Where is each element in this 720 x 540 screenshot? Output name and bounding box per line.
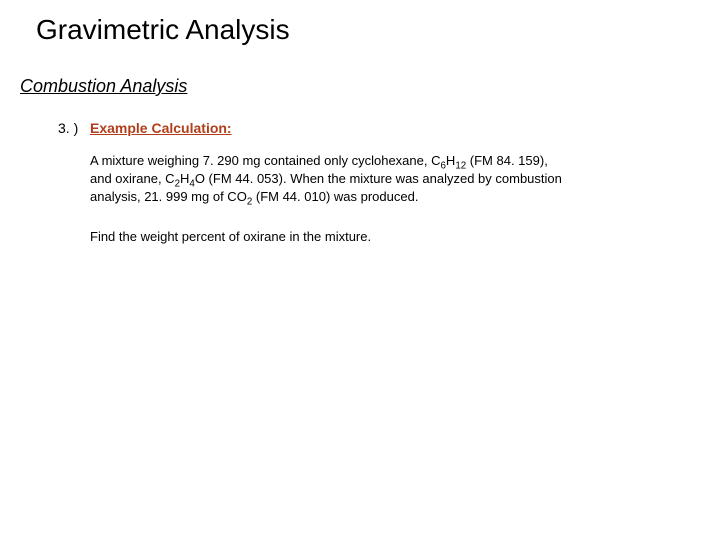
subscript: 12	[455, 161, 466, 172]
question-statement: Find the weight percent of oxirane in th…	[90, 228, 371, 246]
problem-text-part: H	[446, 153, 455, 168]
example-number: 3. )	[58, 120, 78, 136]
problem-text-part: A mixture weighing 7. 290 mg contained o…	[90, 153, 440, 168]
problem-text-part: O (FM 44. 053). When the mixture was ana…	[195, 171, 562, 186]
problem-text-part: (FM 44. 010) was produced.	[252, 189, 418, 204]
problem-text-part: (FM 84. 159),	[466, 153, 548, 168]
problem-text-part: analysis, 21. 999 mg of CO	[90, 189, 247, 204]
example-heading: Example Calculation:	[90, 120, 232, 136]
page-title: Gravimetric Analysis	[36, 14, 290, 46]
problem-text-part: H	[180, 171, 189, 186]
problem-statement: A mixture weighing 7. 290 mg contained o…	[90, 152, 670, 207]
problem-text-part: and oxirane, C	[90, 171, 175, 186]
section-subtitle: Combustion Analysis	[20, 76, 187, 97]
